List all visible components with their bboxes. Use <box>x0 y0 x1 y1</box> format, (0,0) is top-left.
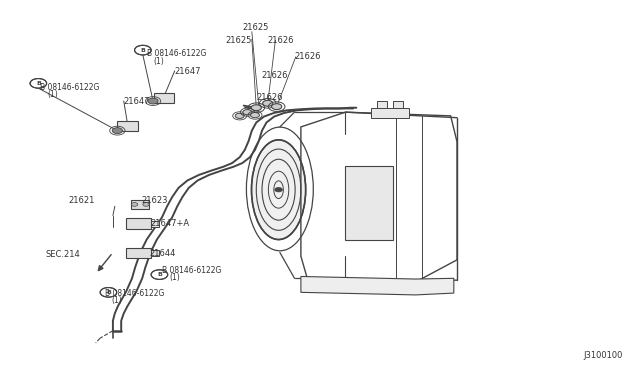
Text: 21644: 21644 <box>149 249 175 258</box>
Bar <box>371 109 409 118</box>
Text: 21626: 21626 <box>256 93 283 102</box>
Circle shape <box>30 78 47 88</box>
Ellipse shape <box>252 140 306 240</box>
Bar <box>346 166 394 240</box>
Text: B 08146-6122G: B 08146-6122G <box>147 49 206 58</box>
Text: (1): (1) <box>170 273 180 282</box>
Bar <box>125 218 151 229</box>
Bar <box>151 250 159 256</box>
Circle shape <box>131 203 138 206</box>
Text: 21625: 21625 <box>243 23 269 32</box>
Circle shape <box>112 128 122 134</box>
Text: SEC.214: SEC.214 <box>46 250 81 259</box>
Circle shape <box>243 110 252 115</box>
Circle shape <box>100 288 116 297</box>
Text: J3100100: J3100100 <box>583 350 623 359</box>
Text: B: B <box>157 272 162 277</box>
Text: (1): (1) <box>47 90 58 99</box>
Circle shape <box>271 104 282 110</box>
Bar <box>131 201 149 209</box>
Circle shape <box>143 203 149 206</box>
Circle shape <box>151 270 168 279</box>
Circle shape <box>236 113 244 118</box>
Bar <box>117 121 138 131</box>
Text: 21647+A: 21647+A <box>150 219 189 228</box>
Text: 21625: 21625 <box>226 36 252 45</box>
Bar <box>125 248 151 259</box>
Text: B 08146-6122G: B 08146-6122G <box>162 266 221 275</box>
Text: B 08146-6122G: B 08146-6122G <box>104 289 164 298</box>
Circle shape <box>275 187 282 192</box>
Text: B: B <box>36 81 41 86</box>
Text: 21621: 21621 <box>68 196 95 205</box>
Text: (1): (1) <box>111 296 122 305</box>
Text: 21647: 21647 <box>175 67 201 76</box>
Polygon shape <box>301 276 454 295</box>
Text: 21623: 21623 <box>141 196 168 205</box>
Circle shape <box>250 112 259 118</box>
Circle shape <box>251 105 261 111</box>
Bar <box>394 101 403 109</box>
Circle shape <box>148 98 158 104</box>
Bar <box>378 101 387 109</box>
Text: B: B <box>106 290 111 295</box>
Circle shape <box>262 100 273 106</box>
Bar <box>154 93 174 103</box>
Text: B: B <box>140 48 145 52</box>
Text: B 08146-6122G: B 08146-6122G <box>40 83 99 92</box>
Bar <box>151 221 159 227</box>
Text: (1): (1) <box>153 57 164 66</box>
Text: 21626: 21626 <box>261 71 288 80</box>
Text: 21626: 21626 <box>294 52 321 61</box>
Text: 21647: 21647 <box>124 97 150 106</box>
Text: 21626: 21626 <box>268 36 294 45</box>
Circle shape <box>134 45 151 55</box>
